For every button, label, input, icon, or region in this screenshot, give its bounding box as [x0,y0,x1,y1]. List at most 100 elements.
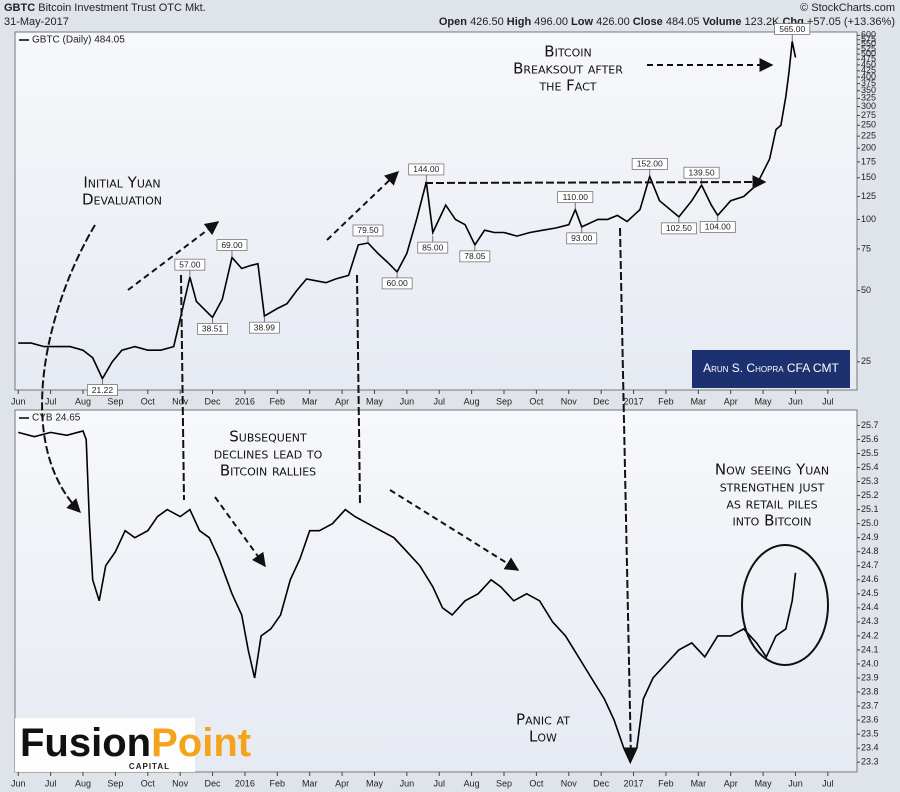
x-tick-label: Dec [593,778,610,788]
link-line [180,274,185,501]
x-tick-label: Nov [561,778,578,788]
x-tick-label: Oct [141,396,156,406]
y-tick-label: 25 [861,356,871,366]
callout-label: 110.00 [563,192,589,202]
x-tick-label: Jun [788,396,803,406]
annotation: Bitcoin [544,43,591,61]
annotation: into Bitcoin [732,512,811,530]
y-tick-label: 24.3 [861,616,879,626]
x-tick-label: May [755,778,773,788]
series-line [17,430,797,765]
x-tick-label: Aug [75,396,91,406]
callout-box [381,277,413,290]
callout-label: 104.00 [705,222,731,232]
callout-label: 57.00 [179,259,201,269]
exchange: OTC Mkt. [159,2,206,14]
y-tick-label: 25.1 [861,504,879,514]
y-tick-label: 25.0 [861,518,879,528]
y-tick-label: 24.2 [861,630,879,640]
logo: FusionPoint [20,721,251,765]
arrow [127,221,220,291]
annotation: Devaluation [82,191,162,209]
panel: 2550751001251501752002252502753003253503… [11,23,876,406]
x-tick-label: Feb [270,778,286,788]
panel: 23.3 23.4 23.5 23.6 23.7 23.8 23.9 24.0 24.1 24.2… [11,409,879,788]
callout-box [417,241,449,254]
callout-label: 139.50 [689,167,715,177]
callout-box [699,221,736,233]
annotations-layer [41,58,829,762]
y-tick-label: 24.5 [861,588,879,598]
callout-box [197,323,228,335]
x-tick-label: Jul [433,396,445,406]
callout-box [216,239,248,251]
q-value: +57.05 (+13.36%) [807,16,895,28]
callout-box [631,158,668,170]
x-tick-label: May [366,396,384,406]
y-tick-label: 125 [861,191,876,201]
x-tick-label: May [755,396,773,406]
callout-label: 93.00 [571,233,593,243]
x-tick-label: Mar [302,778,318,788]
callout-box [683,166,720,179]
callout-label: 85.00 [422,242,444,252]
q-value: 484.05 [666,16,700,28]
callout-box [774,23,811,35]
callout-box [249,321,280,334]
x-tick-label: May [366,778,384,788]
annotation: Now seeing Yuan [715,461,829,479]
panels: 2550751001251501752002252502753003253503… [11,23,879,788]
date: 31-May-2017 [4,16,69,28]
q-value: 123.2K [745,16,781,28]
x-tick-label: 2017 [624,396,644,406]
arrow [214,496,266,568]
x-tick-label: 2017 [624,778,644,788]
q-label: Volume [703,16,742,28]
x-tick-label: Oct [141,778,156,788]
name: Bitcoin Investment Trust [38,2,155,14]
x-tick-label: Sep [496,778,512,788]
x-tick-label: Jul [822,396,834,406]
callout-label: 144.00 [413,164,439,174]
y-tick-label: 24.9 [861,532,879,542]
x-tick-label: Jul [45,396,57,406]
series-line [18,41,797,381]
y-tick-label: 23.6 [861,714,879,724]
logo-part: Point [151,721,251,765]
plot-area [14,31,858,391]
x-tick-label: Oct [529,778,544,788]
callout-box [352,224,384,237]
logo-box [15,718,195,772]
x-tick-label: Aug [464,778,480,788]
y-tick-label: 25.2 [861,490,879,500]
callout-box [660,222,697,235]
callout-label: 152.00 [637,159,663,169]
annotation: strengthen just [720,478,825,496]
y-tick-label: 200 [861,143,876,153]
y-tick-label: 23.9 [861,672,879,682]
callout-label: 78.05 [464,251,486,261]
callout-box [87,384,118,396]
x-tick-label: Jun [11,778,26,788]
y-tick-label: 25.4 [861,462,879,472]
x-tick-label: Aug [464,396,480,406]
callout-box [459,250,491,263]
y-tick-label: 525 [861,43,876,53]
logo-sub: CAPITAL [129,762,170,771]
x-tick-label: Oct [529,396,544,406]
q-value: 426.00 [596,16,630,28]
x-tick-label: Feb [270,396,286,406]
x-tick-label: Nov [172,396,189,406]
y-tick-label: 325 [861,93,876,103]
arrow [326,171,400,241]
plot-area [14,409,858,773]
x-tick-label: Apr [724,396,738,406]
arrow [41,224,96,514]
y-tick-label: 275 [861,110,876,120]
y-tick-label: 400 [861,71,876,81]
y-tick-label: 550 [861,39,876,49]
y-tick-label: 150 [861,172,876,182]
symbol: GBTC [4,2,35,14]
author: Arun S. Chopra CFA CMT [703,361,839,375]
